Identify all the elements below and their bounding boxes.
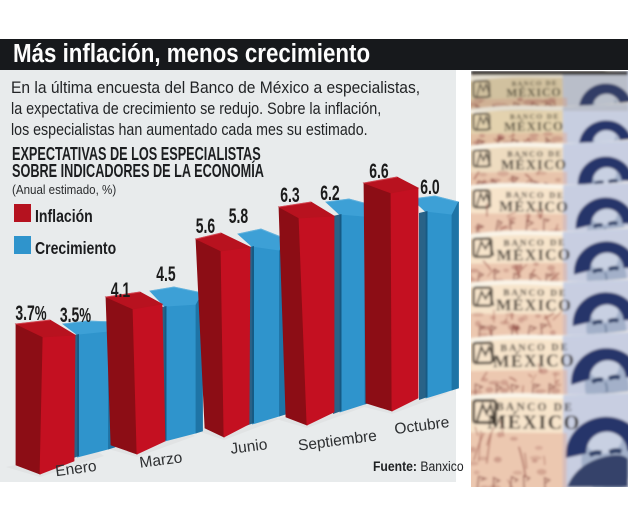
svg-text:3.7%: 3.7% — [15, 301, 46, 325]
svg-text:BANCO DE: BANCO DE — [510, 112, 560, 122]
svg-text:BANCO DE: BANCO DE — [507, 149, 562, 158]
svg-text:BANCO DE: BANCO DE — [496, 401, 574, 414]
svg-text:6.2: 6.2 — [320, 181, 339, 205]
svg-text:5.6: 5.6 — [196, 214, 215, 238]
svg-text:Enero: Enero — [54, 458, 97, 480]
svg-text:MÉXICO: MÉXICO — [504, 119, 564, 134]
svg-text:6.6: 6.6 — [369, 159, 388, 183]
svg-text:4.5: 4.5 — [156, 262, 175, 286]
svg-text:MÉXICO: MÉXICO — [487, 410, 581, 434]
svg-text:MÉXICO: MÉXICO — [493, 350, 575, 371]
svg-text:BANCO DE: BANCO DE — [500, 342, 569, 354]
svg-text:MÉXICO: MÉXICO — [496, 295, 572, 314]
svg-text:Octubre: Octubre — [393, 414, 450, 438]
svg-text:3.5%: 3.5% — [60, 303, 91, 327]
svg-text:MÉXICO: MÉXICO — [499, 198, 569, 216]
svg-text:BANCO DE: BANCO DE — [503, 237, 566, 248]
svg-text:Septiembre: Septiembre — [297, 427, 378, 454]
svg-text:Junio: Junio — [229, 436, 268, 458]
svg-text:Fuente: Banxico: Fuente: Banxico — [373, 458, 464, 474]
svg-text:BANCO DE: BANCO DE — [503, 288, 567, 298]
svg-text:MÉXICO: MÉXICO — [496, 245, 571, 265]
svg-text:Marzo: Marzo — [138, 449, 183, 471]
svg-text:6.0: 6.0 — [420, 175, 439, 199]
svg-text:6.3: 6.3 — [280, 183, 299, 207]
svg-text:5.8: 5.8 — [229, 204, 248, 228]
svg-text:BANCO DE: BANCO DE — [506, 190, 565, 201]
svg-text:4.1: 4.1 — [111, 278, 130, 302]
svg-text:MÉXICO: MÉXICO — [501, 156, 567, 173]
